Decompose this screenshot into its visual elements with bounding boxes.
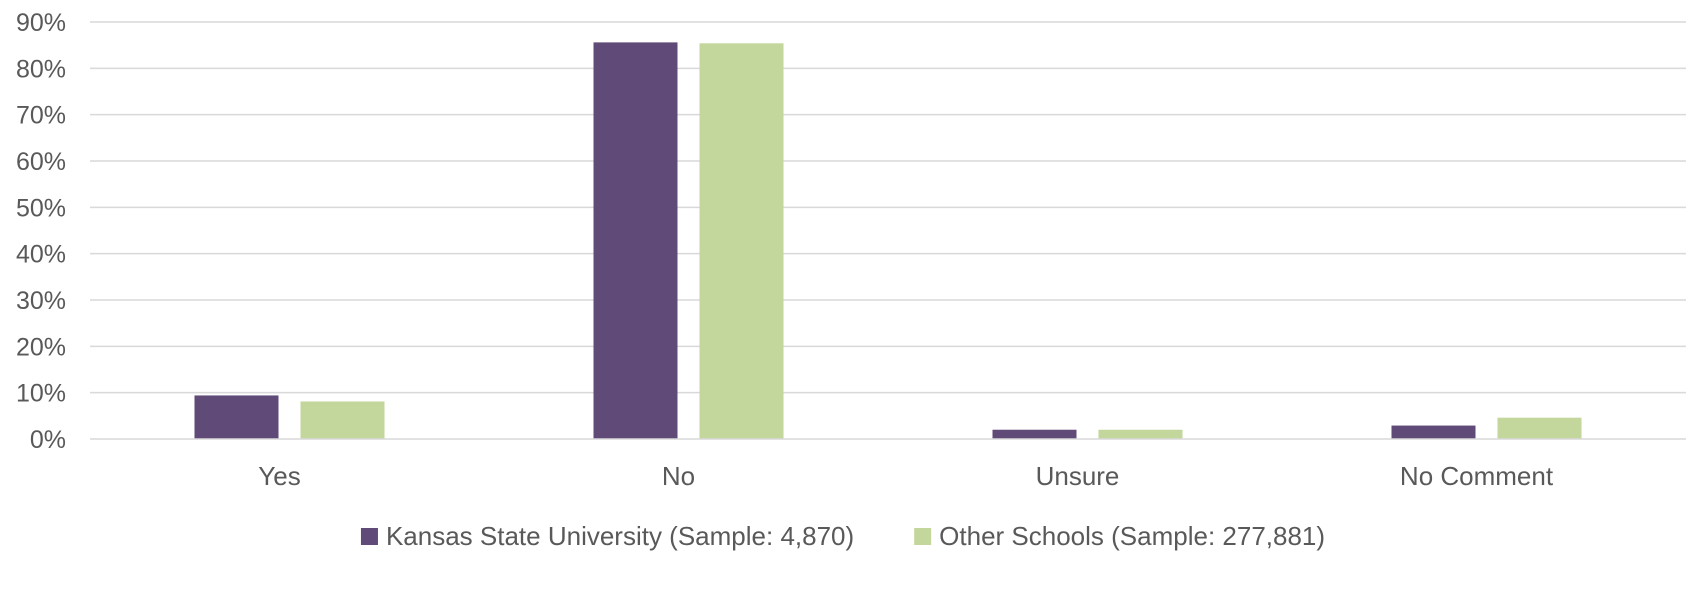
- bar-unsure-series-2: [1098, 429, 1183, 439]
- y-tick-label: 80%: [16, 55, 66, 83]
- bar-yes-series-2: [300, 401, 385, 439]
- y-tick-label: 10%: [16, 380, 66, 408]
- bar-no-comment-series-1: [1391, 425, 1476, 439]
- gridlines: [90, 21, 1686, 394]
- legend-label: Other Schools (Sample: 277,881): [939, 521, 1325, 551]
- y-tick-label: 40%: [16, 241, 66, 269]
- legend-item-1: Kansas State University (Sample: 4,870): [360, 521, 854, 551]
- y-tick-label: 90%: [16, 9, 66, 37]
- y-tick-label: 70%: [16, 102, 66, 130]
- y-tick-label: 50%: [16, 194, 66, 222]
- x-category-label: Unsure: [1036, 461, 1120, 491]
- legend-swatch: [914, 528, 932, 545]
- bar-unsure-series-1: [992, 429, 1077, 439]
- x-category-label: No Comment: [1400, 461, 1554, 491]
- y-tick-label: 20%: [16, 333, 66, 361]
- x-category-label: Yes: [258, 461, 300, 491]
- x-axis-category-labels: Yes No Unsure No Comment: [258, 461, 1554, 491]
- y-tick-label: 0%: [30, 426, 66, 454]
- bar-no-comment-series-2: [1497, 417, 1582, 439]
- legend-swatch: [360, 528, 378, 545]
- bar-no-series-1: [593, 42, 678, 440]
- legend: Kansas State University (Sample: 4,870) O…: [360, 521, 1325, 551]
- y-tick-label: 60%: [16, 148, 66, 176]
- legend-label: Kansas State University (Sample: 4,870): [386, 521, 854, 551]
- bar-no-series-2: [699, 43, 784, 440]
- y-tick-label: 30%: [16, 287, 66, 315]
- bars: [194, 42, 1582, 440]
- legend-item-2: Other Schools (Sample: 277,881): [914, 521, 1325, 551]
- y-axis-tick-labels: 0% 10% 20% 30% 40% 50% 60% 70% 80% 90%: [16, 9, 66, 454]
- x-category-label: No: [662, 461, 695, 491]
- bar-yes-series-1: [194, 395, 279, 439]
